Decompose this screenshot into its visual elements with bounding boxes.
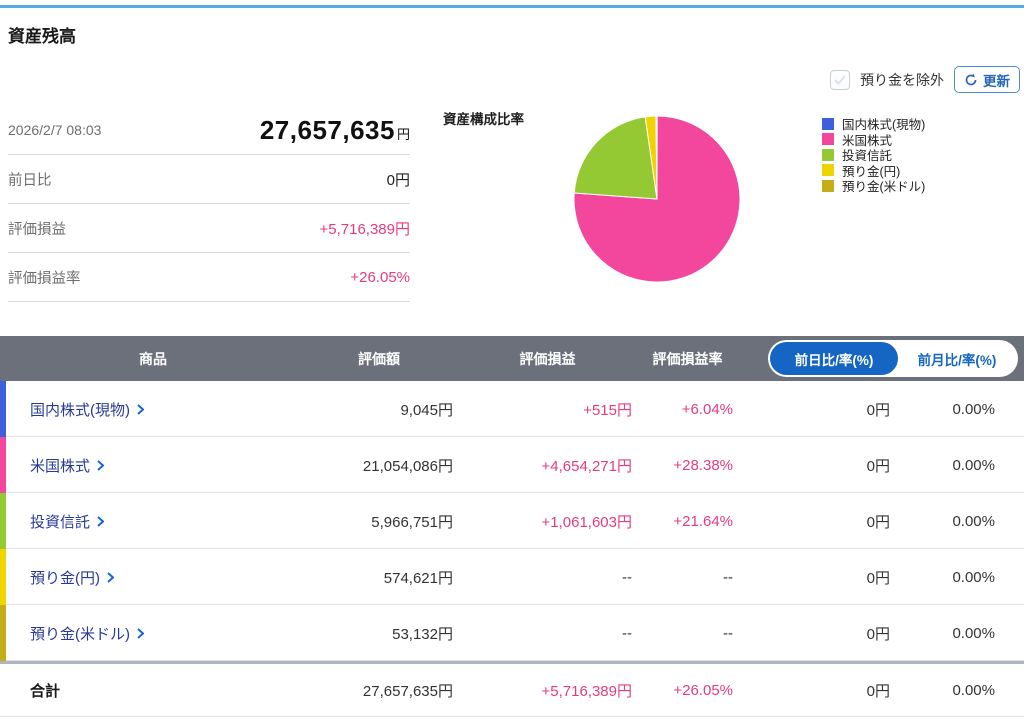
chevron-right-icon[interactable]: [97, 515, 105, 527]
legend-item: 預り金(円): [822, 163, 925, 179]
pie-chart-legend: 国内株式(現物) 米国株式 投資信託 預り金(円) 預り金(米ドル): [822, 116, 925, 194]
category-color-bar: [0, 605, 6, 661]
day-change-cell: 0円: [866, 569, 890, 587]
period-toggle: 前日比/率(%) 前月比/率(%): [768, 340, 1018, 377]
category-color-bar: [0, 437, 6, 493]
day-change-row: 前日比 0円: [8, 155, 410, 204]
table-row: 投資信託 5,966,751円 +1,061,603円 +21.64% 0円 0…: [0, 493, 1024, 549]
legend-swatch: [822, 117, 834, 130]
total-valuation-cell: 27,657,635円: [362, 682, 453, 700]
day-rate-cell: 0.00%: [952, 624, 995, 642]
table-row: 預り金(米ドル) 53,132円 -- -- 0円 0.00%: [0, 605, 1024, 661]
day-change-cell: 0円: [866, 457, 890, 475]
top-accent-bar: [0, 5, 1024, 8]
valuation-cell: 53,132円: [392, 625, 453, 643]
exclude-deposits-label[interactable]: 預り金を除外: [860, 71, 944, 88]
table-row: 預り金(円) 574,621円 -- -- 0円 0.00%: [0, 549, 1024, 605]
refresh-icon: [965, 73, 977, 85]
total-gain-cell: +5,716,389円: [541, 682, 633, 700]
exclude-deposits-checkbox[interactable]: [830, 69, 850, 90]
legend-swatch: [822, 179, 834, 192]
header-gain-rate: 評価損益率: [652, 350, 723, 367]
category-color-bar: [0, 549, 6, 605]
category-color-bar: [0, 493, 6, 549]
chevron-right-icon[interactable]: [107, 571, 114, 583]
valuation-cell: 9,045円: [400, 401, 453, 419]
valuation-cell: 5,966,751円: [371, 513, 453, 531]
toggle-month-comparison[interactable]: 前月比/率(%): [917, 352, 997, 368]
valuation-gain-rate-row: 評価損益率 +26.05%: [8, 253, 410, 302]
day-change-cell: 0円: [866, 625, 890, 643]
day-change-cell: 0円: [866, 401, 890, 419]
legend-item: 預り金(米ドル): [822, 178, 925, 194]
chevron-right-icon[interactable]: [137, 627, 144, 639]
day-rate-cell: 0.00%: [952, 512, 995, 530]
product-link[interactable]: 預り金(米ドル): [30, 625, 130, 643]
gain-rate-cell: +28.38%: [673, 456, 733, 474]
chevron-right-icon[interactable]: [97, 459, 105, 471]
timestamp: 2026/2/7 08:03: [8, 122, 102, 138]
product-link[interactable]: 投資信託: [30, 513, 91, 531]
product-link[interactable]: 国内株式(現物): [30, 401, 130, 419]
total-label: 合計: [30, 682, 61, 700]
total-day-change-cell: 0円: [866, 682, 890, 700]
category-color-bar: [0, 381, 6, 437]
day-rate-cell: 0.00%: [952, 568, 995, 586]
legend-swatch: [822, 148, 834, 161]
gain-rate-cell: +21.64%: [673, 512, 733, 530]
legend-item: 米国株式: [822, 132, 925, 148]
total-asset-value: 27,657,635 円: [259, 114, 410, 145]
product-link[interactable]: 米国株式: [30, 457, 91, 475]
gain-cell: --: [622, 624, 632, 642]
gain-rate-cell: +6.04%: [681, 400, 733, 418]
summary-total-row: 2026/2/7 08:03 27,657,635 円: [8, 106, 410, 155]
day-rate-cell: 0.00%: [952, 400, 995, 418]
table-total-row: 合計 27,657,635円 +5,716,389円 +26.05% 0円 0.…: [0, 661, 1024, 717]
table-row: 米国株式 21,054,086円 +4,654,271円 +28.38% 0円 …: [0, 437, 1024, 493]
gain-cell: +1,061,603円: [541, 513, 633, 531]
table-row: 国内株式(現物) 9,045円 +515円 +6.04% 0円 0.00%: [0, 381, 1024, 437]
gain-rate-cell: --: [723, 568, 733, 586]
check-icon: [834, 74, 846, 85]
page-title: 資産残高: [8, 27, 76, 46]
header-gain: 評価損益: [519, 350, 576, 367]
asset-composition-pie-chart: [573, 115, 741, 283]
valuation-gain-row: 評価損益 +5,716,389円: [8, 204, 410, 253]
gain-cell: --: [622, 568, 632, 586]
valuation-cell: 21,054,086円: [362, 457, 453, 475]
legend-item: 投資信託: [822, 147, 925, 163]
gain-cell: +4,654,271円: [541, 457, 633, 475]
gain-rate-cell: --: [723, 624, 733, 642]
valuation-cell: 574,621円: [383, 569, 453, 587]
total-day-rate-cell: 0.00%: [952, 681, 995, 699]
header-valuation: 評価額: [358, 350, 400, 367]
summary-panel: 2026/2/7 08:03 27,657,635 円 前日比 0円 評価損益 +…: [8, 106, 410, 302]
day-change-cell: 0円: [866, 513, 890, 531]
toggle-day-comparison[interactable]: 前日比/率(%): [770, 342, 898, 375]
chevron-right-icon[interactable]: [137, 403, 144, 415]
refresh-button[interactable]: 更新: [954, 66, 1020, 93]
holdings-table: 商品 評価額 評価損益 評価損益率 前日比/率(%) 前月比/率(%) 国内株式…: [0, 336, 1024, 717]
table-header: 商品 評価額 評価損益 評価損益率 前日比/率(%) 前月比/率(%): [0, 336, 1024, 381]
controls-bar: 預り金を除外 更新: [830, 66, 1020, 93]
day-rate-cell: 0.00%: [952, 456, 995, 474]
legend-swatch: [822, 133, 834, 146]
total-gain-rate-cell: +26.05%: [673, 681, 733, 699]
legend-swatch: [822, 164, 834, 177]
product-link[interactable]: 預り金(円): [30, 569, 100, 587]
refresh-label: 更新: [983, 73, 1010, 89]
header-product: 商品: [139, 350, 167, 367]
gain-cell: +515円: [583, 401, 632, 419]
pie-chart-title: 資産構成比率: [443, 112, 524, 127]
legend-item: 国内株式(現物): [822, 116, 925, 132]
